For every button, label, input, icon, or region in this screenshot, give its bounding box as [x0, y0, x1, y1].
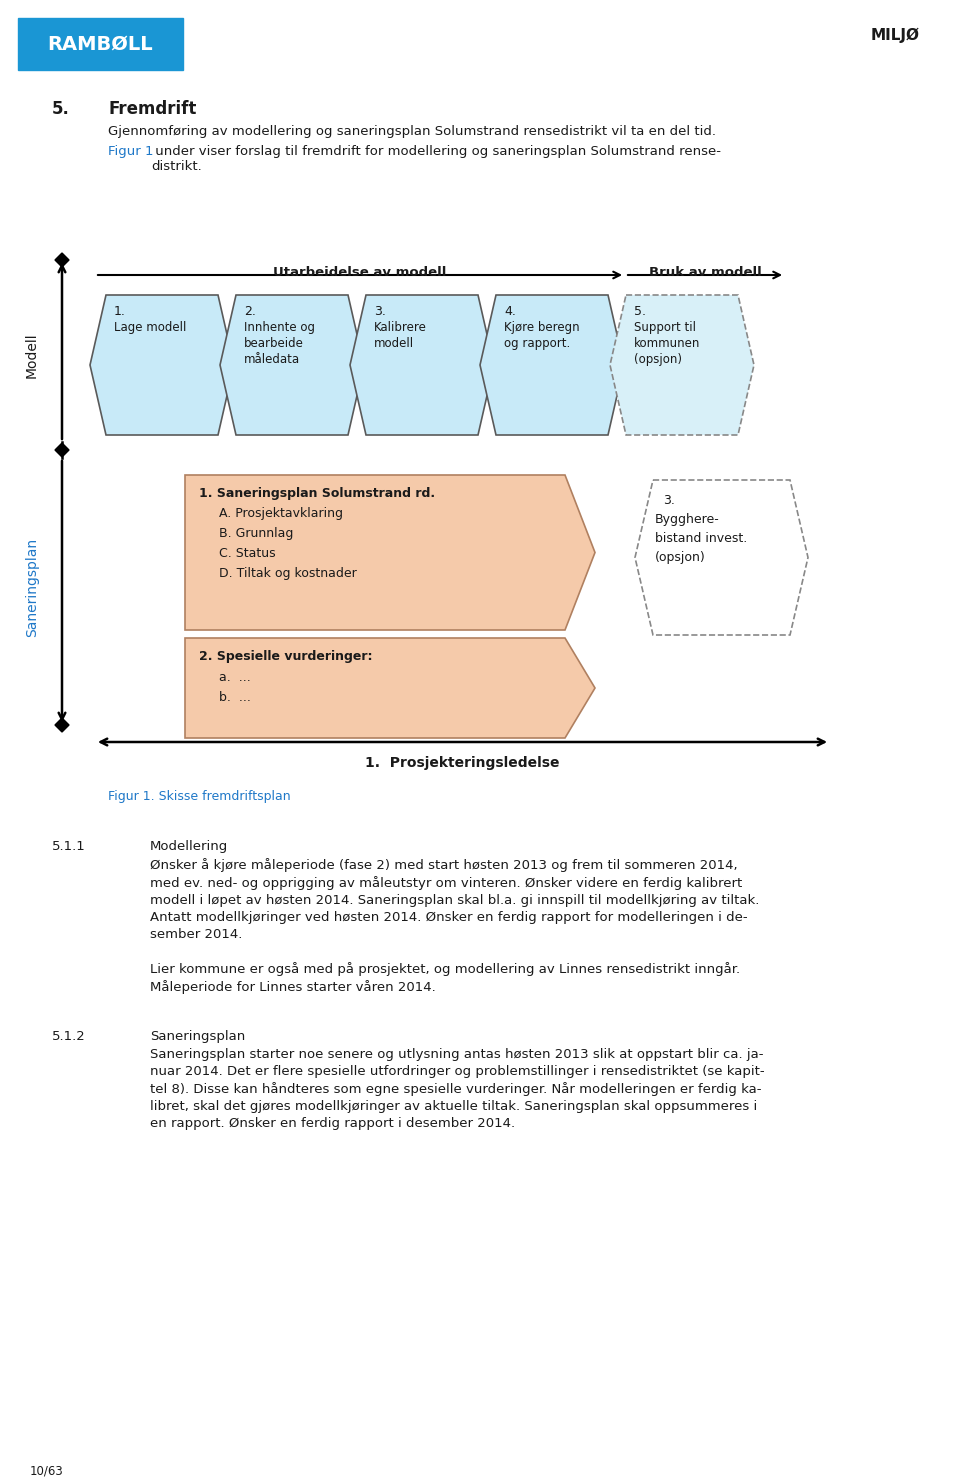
Text: D. Tiltak og kostnader: D. Tiltak og kostnader: [219, 567, 357, 580]
Text: MILJØ: MILJØ: [871, 28, 920, 43]
Text: 10/63: 10/63: [30, 1465, 63, 1478]
Text: b.  ...: b. ...: [219, 692, 251, 703]
Text: Bygghere-: Bygghere-: [655, 513, 720, 525]
Text: Lage modell: Lage modell: [114, 321, 186, 334]
Text: Lier kommune er også med på prosjektet, og modellering av Linnes rensedistrikt i: Lier kommune er også med på prosjektet, …: [150, 962, 740, 994]
Text: bearbeide: bearbeide: [244, 337, 304, 350]
Text: 3.: 3.: [663, 494, 675, 508]
Text: A. Prosjektavklaring: A. Prosjektavklaring: [219, 508, 343, 519]
Bar: [18, 18, 183, 70]
Text: modell: modell: [374, 337, 414, 350]
Text: Saneringsplan: Saneringsplan: [150, 1030, 245, 1043]
Text: 5.1.2: 5.1.2: [52, 1030, 85, 1043]
Text: under viser forslag til fremdrift for modellering og saneringsplan Solumstrand r: under viser forslag til fremdrift for mo…: [151, 145, 721, 174]
Polygon shape: [55, 718, 69, 732]
Text: Utarbeidelse av modell: Utarbeidelse av modell: [274, 266, 446, 279]
Text: Modellering: Modellering: [150, 840, 228, 853]
Text: Kjøre beregn: Kjøre beregn: [504, 321, 580, 334]
Text: 2.: 2.: [244, 306, 256, 318]
Polygon shape: [635, 479, 808, 635]
Polygon shape: [55, 444, 69, 457]
Text: og rapport.: og rapport.: [504, 337, 570, 350]
Polygon shape: [350, 295, 494, 435]
Text: RAMBØLL: RAMBØLL: [48, 34, 154, 53]
Text: Figur 1: Figur 1: [108, 145, 154, 157]
Text: 1.: 1.: [114, 306, 126, 318]
Text: 5.: 5.: [52, 99, 70, 119]
Text: a.  ...: a. ...: [219, 671, 251, 684]
Polygon shape: [185, 475, 595, 631]
Text: 3.: 3.: [374, 306, 386, 318]
Text: Ønsker å kjøre måleperiode (fase 2) med start høsten 2013 og frem til sommeren 2: Ønsker å kjøre måleperiode (fase 2) med …: [150, 858, 759, 941]
Text: Saneringsplan starter noe senere og utlysning antas høsten 2013 slik at oppstart: Saneringsplan starter noe senere og utly…: [150, 1048, 764, 1131]
Text: Bruk av modell: Bruk av modell: [649, 266, 761, 279]
Polygon shape: [610, 295, 754, 435]
Text: 4.: 4.: [504, 306, 516, 318]
Text: 1.  Prosjekteringsledelse: 1. Prosjekteringsledelse: [365, 755, 560, 770]
Text: bistand invest.: bistand invest.: [655, 531, 747, 545]
Text: 5.1.1: 5.1.1: [52, 840, 85, 853]
Text: Kalibrere: Kalibrere: [374, 321, 427, 334]
Polygon shape: [185, 638, 595, 738]
Text: 5.: 5.: [634, 306, 646, 318]
Text: Fremdrift: Fremdrift: [108, 99, 197, 119]
Polygon shape: [220, 295, 364, 435]
Text: 1. Saneringsplan Solumstrand rd.: 1. Saneringsplan Solumstrand rd.: [199, 487, 435, 500]
Text: (opsjon): (opsjon): [634, 353, 682, 367]
Text: Support til: Support til: [634, 321, 696, 334]
Text: Saneringsplan: Saneringsplan: [25, 537, 39, 637]
Text: B. Grunnlag: B. Grunnlag: [219, 527, 294, 540]
Text: (opsjon): (opsjon): [655, 551, 706, 564]
Text: Innhente og: Innhente og: [244, 321, 315, 334]
Text: måledata: måledata: [244, 353, 300, 367]
Text: kommunen: kommunen: [634, 337, 701, 350]
Text: 2. Spesielle vurderinger:: 2. Spesielle vurderinger:: [199, 650, 372, 663]
Text: Gjennomføring av modellering og saneringsplan Solumstrand rensedistrikt vil ta e: Gjennomføring av modellering og sanering…: [108, 125, 716, 138]
Polygon shape: [55, 252, 69, 267]
Text: Figur 1. Skisse fremdriftsplan: Figur 1. Skisse fremdriftsplan: [108, 789, 291, 803]
Text: Modell: Modell: [25, 332, 39, 378]
Text: C. Status: C. Status: [219, 548, 276, 559]
Polygon shape: [90, 295, 234, 435]
Polygon shape: [480, 295, 624, 435]
